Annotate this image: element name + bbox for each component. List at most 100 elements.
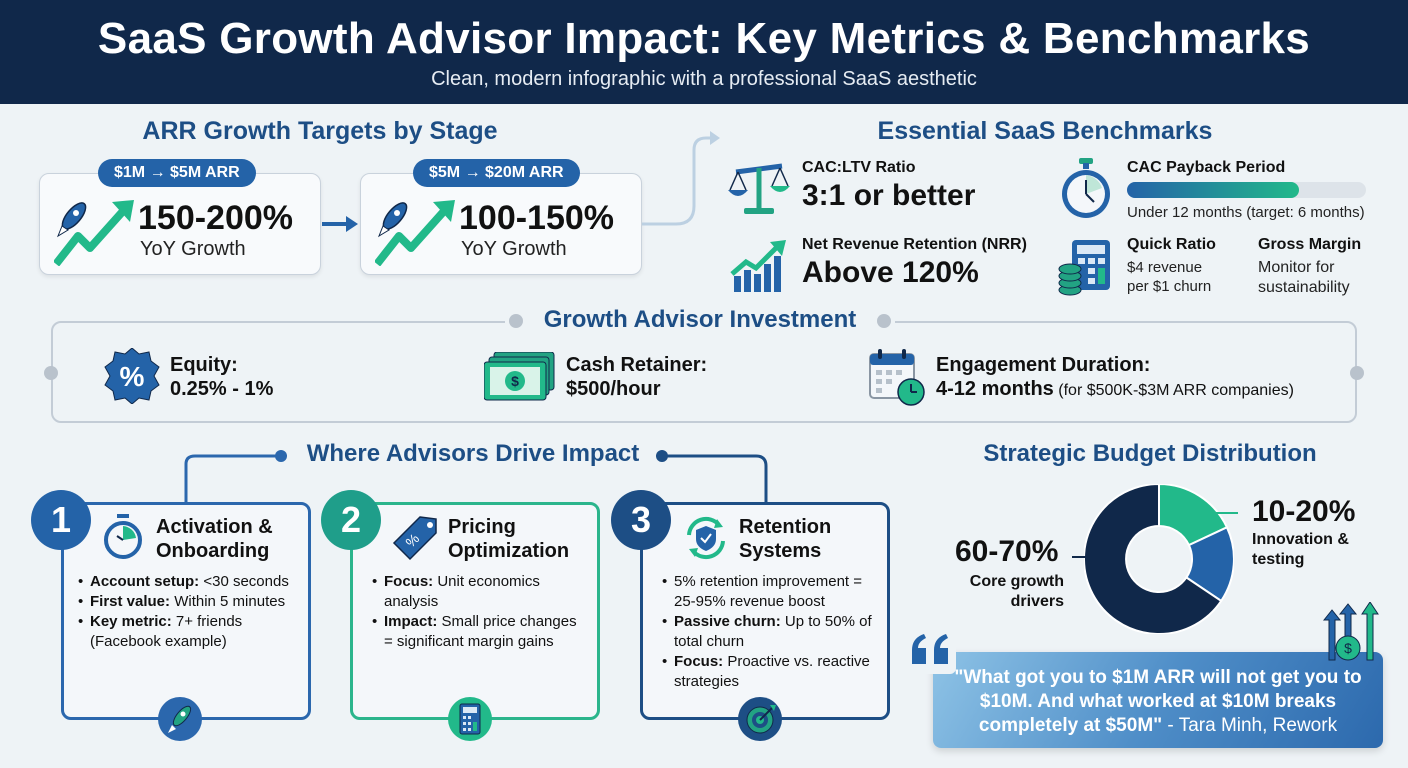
connector-arrow-icon — [642, 128, 722, 233]
arr-growth-label: YoY Growth — [461, 238, 567, 260]
connector-dot — [1350, 366, 1364, 380]
percent-badge-icon: % — [104, 347, 160, 409]
bullet-key: Focus: — [674, 653, 724, 670]
list-item: Passive churn: Up to 50% of total churn — [662, 612, 882, 652]
arr-growth-label: YoY Growth — [140, 238, 246, 260]
cac-payback-progress-bar — [1127, 182, 1366, 198]
card-title-line2: Systems — [739, 540, 822, 562]
core-growth-percent: 60-70% — [955, 535, 1059, 568]
cac-payback-note: Under 12 months (target: 6 months) — [1127, 204, 1365, 221]
equity-label: Equity: — [170, 354, 238, 376]
rocket-growth-icon — [52, 196, 134, 271]
cac-ltv-label: CAC:LTV Ratio — [802, 159, 916, 176]
card-title-line1: Pricing — [448, 516, 516, 538]
innovation-label: Innovation & testing — [1252, 530, 1349, 570]
bullet-key: Focus: — [384, 573, 434, 590]
quote-line3: completely at $50M" — [978, 715, 1163, 736]
engagement-duration-value: 4-12 months — [936, 378, 1054, 400]
arr-targets-title: ARR Growth Targets by Stage — [142, 117, 498, 145]
list-item: Key metric: 7+ friends (Facebook example… — [78, 612, 258, 652]
shield-refresh-icon — [683, 515, 729, 566]
label-line2: testing — [1252, 551, 1305, 568]
step-number-2: 2 — [321, 490, 381, 550]
investment-title: Growth Advisor Investment — [543, 306, 857, 333]
quick-ratio-label: Quick Ratio — [1127, 236, 1216, 253]
gross-margin-line1: Monitor for — [1258, 259, 1335, 276]
growth-chart-icon — [730, 238, 786, 299]
leader-line — [1072, 556, 1088, 558]
nrr-label: Net Revenue Retention (NRR) — [802, 236, 1027, 253]
card-bullet-list: 5% retention improvement = 25-95% revenu… — [662, 572, 882, 692]
card-title: Retention Systems — [739, 515, 831, 563]
impact-title: Where Advisors Drive Impact — [306, 440, 640, 467]
list-item: 5% retention improvement = 25-95% revenu… — [662, 572, 882, 612]
nrr-value: Above 120% — [802, 256, 979, 289]
quote-mark-icon — [908, 630, 956, 674]
card-title-line2: Optimization — [448, 540, 570, 562]
connector-dot — [877, 314, 891, 328]
bullet-text: Within 5 minutes — [170, 593, 286, 610]
card-title-line1: Retention — [739, 516, 832, 538]
quote-line2: $10M. And what worked at $10M breaks — [979, 691, 1337, 712]
bullet-text: Proactive vs. reactive strategies — [674, 653, 870, 690]
label-line1: Innovation & — [1252, 531, 1349, 548]
money-growth-arrows-icon: $ — [1318, 601, 1382, 667]
label-line2: drivers — [1010, 593, 1064, 610]
bullet-key: Account setup: — [90, 573, 200, 590]
engagement-duration-label: Engagement Duration: — [936, 354, 1151, 376]
cac-ltv-value: 3:1 or better — [802, 179, 976, 212]
core-growth-label: Core growth drivers — [960, 572, 1064, 612]
list-item: Focus: Proactive vs. reactive strategies — [662, 652, 882, 692]
quote-attribution: - Tara Minh, Rework — [1162, 715, 1338, 736]
step-number-1: 1 — [31, 490, 91, 550]
header-banner: SaaS Growth Advisor Impact: Key Metrics … — [0, 0, 1408, 104]
step-number-3: 3 — [611, 490, 671, 550]
label-line1: Core growth — [969, 573, 1064, 590]
engagement-duration-row: 4-12 months (for $500K-$3M ARR companies… — [936, 377, 1294, 402]
connector-dot — [44, 366, 58, 380]
card-bullet-list: Focus: Unit economics analysis Impact: S… — [372, 572, 587, 652]
svg-text:$: $ — [511, 373, 519, 389]
leader-line — [1188, 512, 1238, 514]
innovation-percent: 10-20% — [1252, 495, 1356, 528]
card-title-line2: Onboarding — [156, 540, 270, 562]
equity-value: 0.25% - 1% — [170, 378, 274, 400]
card-title: Pricing Optimization — [448, 515, 569, 563]
stopwatch-icon — [103, 514, 143, 565]
list-item: Account setup: <30 seconds — [78, 572, 303, 592]
svg-text:%: % — [120, 361, 145, 392]
gross-margin-line2: sustainability — [1258, 279, 1350, 296]
calculator-coins-icon — [1058, 238, 1114, 301]
bullet-text: Small price changes = significant margin… — [384, 613, 577, 650]
quick-ratio-line2: per $1 churn — [1127, 278, 1212, 295]
quick-ratio-line1: $4 revenue — [1127, 259, 1203, 276]
bullet-key: Passive churn: — [674, 613, 781, 630]
budget-title: Strategic Budget Distribution — [983, 440, 1317, 467]
bullet-text: <30 seconds — [199, 573, 289, 590]
engagement-duration-note: (for $500K-$3M ARR companies) — [1058, 382, 1294, 399]
bullet-key: Impact: — [384, 613, 438, 630]
investment-title-wrap: Growth Advisor Investment — [505, 306, 895, 336]
rocket-icon — [158, 697, 202, 741]
page-subtitle: Clean, modern infographic with a profess… — [431, 68, 977, 90]
connector-dot — [509, 314, 523, 328]
gross-margin-label: Gross Margin — [1258, 236, 1362, 253]
benchmarks-title: Essential SaaS Benchmarks — [877, 117, 1213, 145]
cash-retainer-value: $500/hour — [566, 378, 661, 400]
list-item: Focus: Unit economics analysis — [372, 572, 587, 612]
cash-retainer-label: Cash Retainer: — [566, 354, 708, 376]
list-item: Impact: Small price changes = significan… — [372, 612, 587, 652]
card-title-line1: Activation & — [156, 516, 273, 538]
bullet-text: Up to 50% of total churn — [674, 613, 872, 650]
connector-line-left — [183, 448, 293, 511]
target-icon — [738, 697, 782, 741]
page-title: SaaS Growth Advisor Impact: Key Metrics … — [97, 14, 1311, 63]
arr-stage-card-2: 100-150% YoY Growth — [360, 173, 642, 275]
price-tag-icon: % — [392, 515, 438, 566]
calculator-icon — [448, 697, 492, 741]
arr-stage-range-pill: $1M → $5M ARR — [98, 159, 256, 187]
card-title: Activation & Onboarding — [156, 515, 273, 563]
bullet-key: First value: — [90, 593, 171, 610]
budget-donut-chart — [1083, 482, 1235, 639]
calendar-clock-icon — [868, 348, 926, 411]
